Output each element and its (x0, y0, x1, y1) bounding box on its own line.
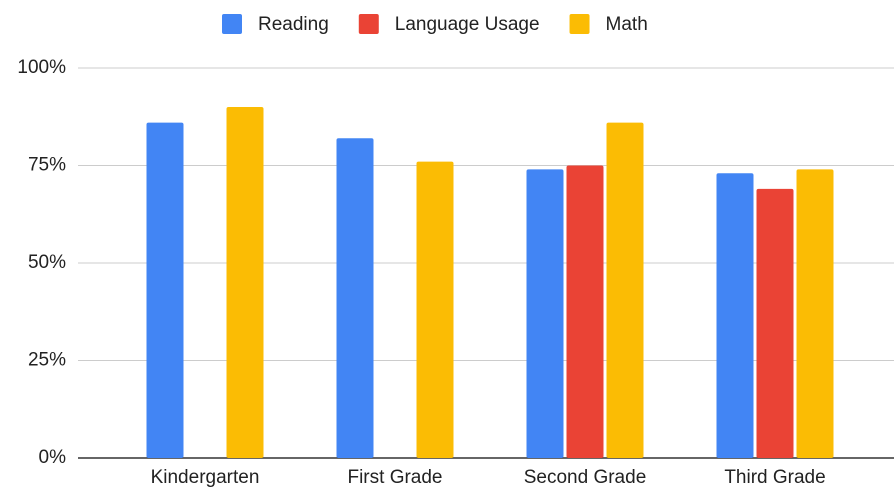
y-tick-label: 25% (28, 350, 66, 371)
x-tick-label: First Grade (347, 467, 442, 488)
legend-swatch (569, 14, 590, 34)
bar (716, 173, 754, 459)
legend-label: Math (606, 14, 648, 35)
legend-swatch (358, 14, 379, 34)
y-tick-label: 0% (39, 447, 67, 468)
y-tick-label: 75% (28, 155, 66, 176)
bar (606, 122, 644, 458)
legend-label: Language Usage (395, 14, 540, 35)
x-tick-label: Third Grade (724, 467, 825, 488)
legend-label: Reading (258, 14, 329, 35)
y-tick-label: 100% (17, 57, 66, 78)
bar (756, 188, 794, 458)
bar (416, 161, 454, 458)
bar (796, 169, 834, 458)
bar (526, 169, 564, 458)
x-tick-label: Second Grade (524, 467, 647, 488)
y-tick-label: 50% (28, 252, 66, 273)
bar (226, 107, 264, 458)
x-tick-label: Kindergarten (151, 467, 260, 488)
bar (566, 165, 604, 458)
bar (146, 122, 184, 458)
legend-swatch (222, 14, 242, 34)
bar (336, 138, 374, 458)
